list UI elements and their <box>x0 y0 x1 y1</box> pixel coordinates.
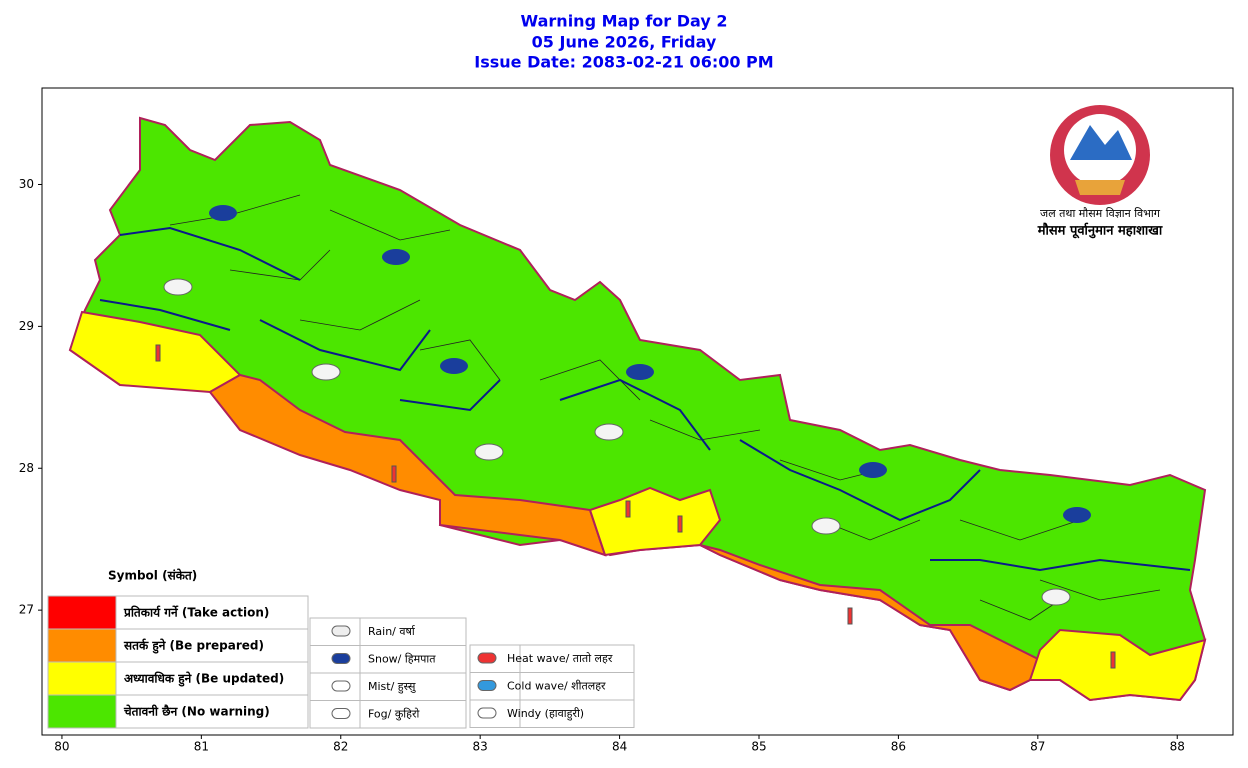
symbol-icon <box>331 625 351 637</box>
agency-division: मौसम पूर्वानुमान महाशाखा <box>1037 223 1163 239</box>
symbol-icon <box>477 707 497 719</box>
symbol-label: Cold wave/ शीतलहर <box>507 680 606 693</box>
level-swatch <box>47 628 117 663</box>
symbol-icon <box>477 652 497 664</box>
forecast-date: 05 June 2026, Friday <box>532 33 717 52</box>
level-swatch <box>47 661 117 696</box>
x-tick-label: 87 <box>1030 740 1045 754</box>
level-cell <box>115 694 309 729</box>
y-tick-label: 30 <box>19 177 34 191</box>
y-tick-label: 29 <box>19 319 34 333</box>
issue-date: Issue Date: 2083-02-21 06:00 PM <box>474 53 773 72</box>
title: Warning Map for Day 2 <box>521 12 728 31</box>
axes: 80 81 82 83 84 85 86 87 88 27 28 29 30 <box>19 177 1185 754</box>
level-label: प्रतिकार्य गर्ने (Take action) <box>123 606 269 620</box>
legend: Symbol (संकेत) प्रतिकार्य गर्ने (Take ac… <box>47 569 635 729</box>
rain-icons <box>163 278 1071 606</box>
symbol-label: Snow/ हिमपात <box>368 653 436 666</box>
level-swatch <box>47 595 117 630</box>
agency-emblem <box>1050 105 1150 205</box>
symbol-cell <box>469 644 635 673</box>
symbol-icon <box>331 653 351 664</box>
snow-icons <box>209 205 1091 523</box>
agency-department: जल तथा मौसम विज्ञान विभाग <box>1040 207 1161 220</box>
level-label: अध्यावधिक हुने (Be updated) <box>124 672 284 688</box>
heat-icons <box>155 344 1116 669</box>
map: जल तथा मौसम विज्ञान विभाग मौसम पूर्वानुम… <box>68 105 1207 702</box>
x-tick-label: 86 <box>891 740 906 754</box>
symbol-label: Heat wave/ तातो लहर <box>507 652 613 665</box>
x-tick-label: 85 <box>751 740 766 754</box>
x-tick-label: 83 <box>473 740 488 754</box>
x-tick-label: 80 <box>54 740 69 754</box>
symbol-label: Windy (हावाहुरी) <box>507 707 584 721</box>
province-lines <box>99 226 1191 572</box>
updated-zone <box>588 486 722 557</box>
level-swatch <box>47 694 117 729</box>
symbol-icon <box>331 680 351 692</box>
y-tick-label: 28 <box>19 461 34 475</box>
prepared-zone <box>699 544 1042 692</box>
x-tick-label: 88 <box>1170 740 1185 754</box>
level-label: सतर्क हुने (Be prepared) <box>123 639 264 655</box>
symbol-label: Fog/ कुहिरो <box>368 708 419 721</box>
x-tick-label: 82 <box>333 740 348 754</box>
symbol-cell <box>469 672 635 701</box>
x-tick-label: 84 <box>612 740 627 754</box>
updated-zone <box>1028 628 1207 702</box>
level-cell <box>115 628 309 663</box>
symbol-icon <box>477 680 497 691</box>
y-tick-label: 27 <box>19 603 34 617</box>
symbol-cell <box>469 699 635 728</box>
level-label: चेतावनी छैन (No warning) <box>123 705 270 719</box>
symbol-icon <box>331 708 351 719</box>
x-tick-label: 81 <box>194 740 209 754</box>
legend-title: Symbol (संकेत) <box>108 569 197 583</box>
updated-zone <box>68 310 242 394</box>
level-cell <box>115 595 309 630</box>
symbol-label: Rain/ वर्षा <box>368 625 416 638</box>
level-cell <box>115 661 309 696</box>
symbol-label: Mist/ हुस्सु <box>368 680 416 694</box>
